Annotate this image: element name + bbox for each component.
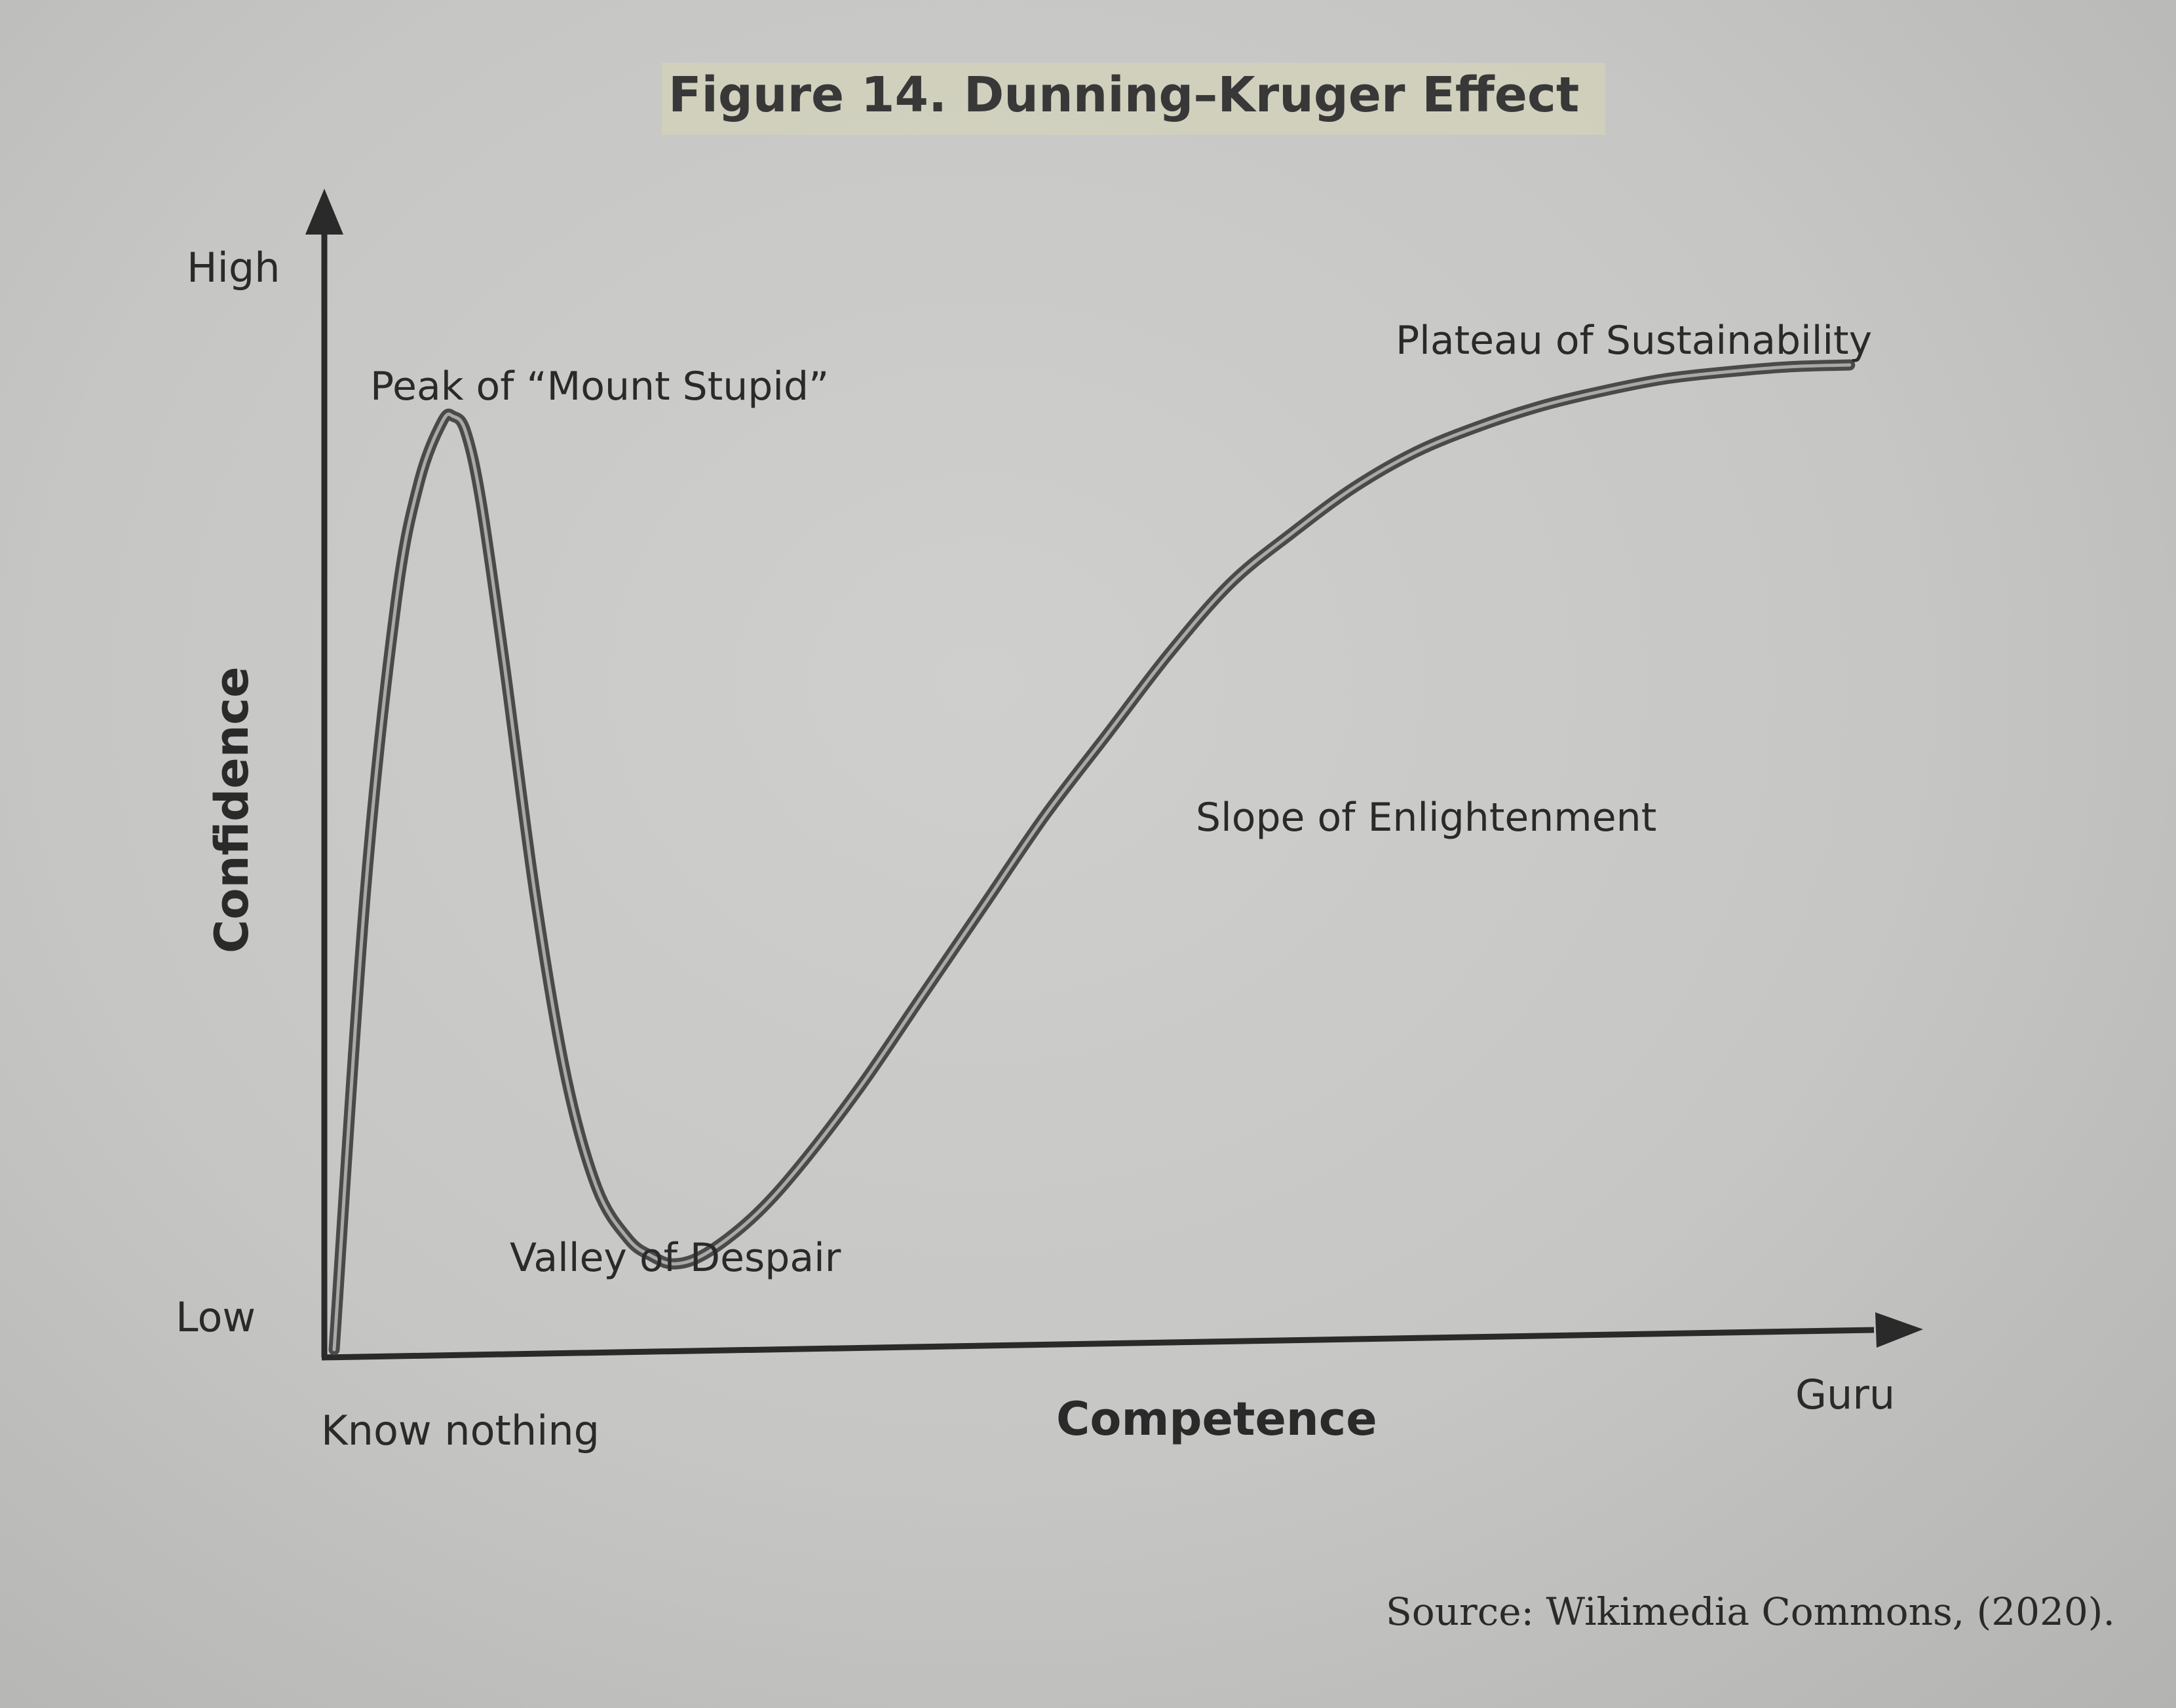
- annotation-slope: Slope of Enlightenment: [1196, 795, 1656, 841]
- y-tick-high: High: [187, 244, 280, 292]
- confidence-curve: [332, 363, 1852, 1352]
- annotation-plateau: Plateau of Sustainability: [1396, 318, 1872, 364]
- x-axis-title: Competence: [1056, 1392, 1377, 1446]
- x-tick-know-nothing: Know nothing: [321, 1407, 600, 1454]
- confidence-curve-outline: [328, 359, 1856, 1356]
- x-axis-line: [321, 1327, 1875, 1361]
- source-citation: Source: Wikimedia Commons, (2020).: [1386, 1589, 2115, 1634]
- chart-title: Figure 14. Dunning–Kruger Effect: [668, 67, 1579, 123]
- annotation-peak: Peak of “Mount Stupid”: [370, 364, 829, 409]
- annotation-valley: Valley of Despair: [510, 1235, 841, 1281]
- title-highlight: [662, 63, 1605, 135]
- x-axis-arrow: [1875, 1312, 1923, 1348]
- y-axis-arrow: [305, 189, 343, 235]
- y-axis-title: Confidence: [205, 666, 259, 953]
- x-tick-guru: Guru: [1795, 1371, 1895, 1418]
- y-tick-low: Low: [176, 1293, 256, 1341]
